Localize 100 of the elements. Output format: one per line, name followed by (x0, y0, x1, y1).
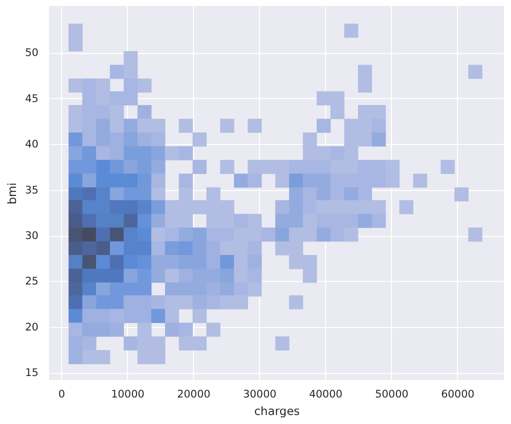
point (234, 255, 248, 270)
point (344, 160, 358, 174)
y-tick-label: 45 (25, 92, 38, 105)
point (261, 160, 276, 174)
point (344, 24, 358, 38)
point (137, 268, 152, 283)
point (302, 132, 317, 147)
point (96, 214, 110, 228)
x-tick-label: 40000 (309, 388, 342, 400)
point (137, 78, 152, 93)
point (137, 228, 152, 242)
point (137, 255, 152, 270)
point (68, 146, 83, 160)
point (248, 160, 262, 174)
point (220, 160, 234, 174)
point (220, 268, 234, 283)
point (275, 336, 290, 350)
point (178, 241, 193, 256)
point (358, 64, 372, 79)
point (192, 336, 207, 350)
point (68, 255, 83, 270)
point (124, 241, 138, 256)
x-tick-label: 10000 (111, 388, 144, 400)
point (289, 241, 304, 256)
point (248, 228, 262, 242)
point (358, 174, 372, 188)
point (96, 78, 110, 93)
point (344, 132, 358, 147)
y-tick-label: 20 (25, 321, 38, 334)
point (289, 228, 304, 242)
point (192, 241, 207, 256)
point (124, 174, 138, 188)
point (164, 146, 180, 160)
point (164, 241, 180, 256)
point (137, 160, 152, 174)
point (96, 200, 110, 214)
point (124, 146, 138, 160)
point (220, 214, 234, 228)
y-tick-label: 25 (25, 276, 38, 288)
point (124, 132, 138, 147)
point (344, 174, 358, 188)
point (110, 214, 124, 228)
point (358, 132, 372, 147)
point (344, 200, 358, 214)
point (151, 336, 166, 350)
point (110, 241, 124, 256)
point (372, 200, 386, 214)
point (151, 350, 166, 364)
point (192, 200, 207, 214)
point (137, 174, 152, 188)
point (82, 214, 96, 228)
point (110, 268, 124, 283)
point (151, 118, 166, 133)
y-tick-label: 35 (25, 184, 38, 196)
point (110, 295, 124, 310)
point (68, 118, 83, 133)
point (137, 146, 152, 160)
point (68, 200, 83, 214)
point (399, 200, 414, 214)
point (178, 255, 193, 270)
point (68, 78, 83, 93)
point (275, 241, 290, 256)
point (440, 160, 455, 174)
point (96, 308, 110, 324)
point (96, 350, 110, 364)
point (302, 255, 317, 270)
x-tick-label: 60000 (441, 388, 474, 400)
point (358, 200, 372, 214)
x-axis-title: charges (254, 404, 300, 418)
point (68, 37, 83, 52)
point (68, 105, 83, 120)
point (192, 132, 207, 147)
point (137, 200, 152, 214)
point (192, 228, 207, 242)
point (124, 64, 138, 79)
point (248, 174, 262, 188)
point (96, 268, 110, 283)
point (386, 160, 400, 174)
point (372, 105, 386, 120)
point (178, 174, 193, 188)
point (68, 24, 83, 38)
point (82, 228, 96, 242)
point (82, 295, 96, 310)
point (164, 295, 180, 310)
point (82, 241, 96, 256)
point (110, 105, 124, 120)
point (96, 174, 110, 188)
point (124, 255, 138, 270)
point (344, 118, 358, 133)
point (358, 105, 372, 120)
point (68, 308, 83, 324)
point (124, 268, 138, 283)
point (68, 174, 83, 188)
point (68, 295, 83, 310)
point (82, 200, 96, 214)
point (68, 268, 83, 283)
point (192, 255, 207, 270)
point (151, 174, 166, 188)
point (96, 255, 110, 270)
point (289, 174, 304, 188)
